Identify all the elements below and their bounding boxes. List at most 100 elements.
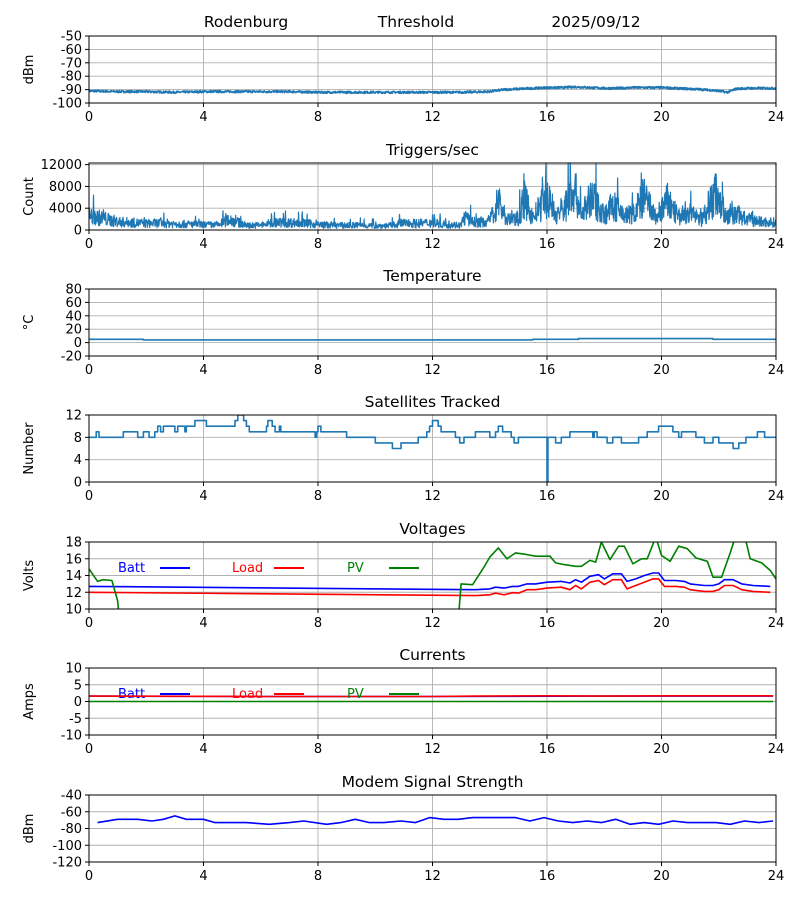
y-tick-label: 20 [65,323,82,338]
x-tick-label: 0 [85,110,93,125]
x-tick-label: 4 [199,616,207,631]
x-tick-label: 24 [768,869,785,884]
x-tick-label: 0 [85,616,93,631]
header-mode: Threshold [377,13,454,31]
y-tick-label: -80 [61,822,82,837]
x-tick-label: 20 [653,110,670,125]
x-tick-label: 4 [199,110,207,125]
y-tick-label: 0 [74,695,82,710]
y-axis-label: Volts [22,560,37,592]
x-tick-label: 0 [85,742,93,757]
x-tick-label: 16 [539,742,556,757]
x-tick-label: 0 [85,237,93,252]
y-tick-label: 14 [65,569,82,584]
x-tick-label: 12 [424,489,441,504]
y-tick-label: -120 [52,856,82,871]
y-tick-label: 12000 [41,158,82,173]
x-tick-label: 16 [539,489,556,504]
y-tick-label: 8000 [49,180,82,195]
x-tick-label: 20 [653,489,670,504]
legend-label-batt: Batt [118,687,145,702]
y-tick-label: 8 [74,431,82,446]
legend-label-load: Load [232,687,263,702]
x-tick-label: 16 [539,110,556,125]
series-line-pv [89,542,776,609]
y-tick-label: -70 [61,56,82,71]
panel-title: Modem Signal Strength [342,773,524,791]
y-tick-label: 18 [65,536,82,551]
y-axis-label: dBm [22,55,37,85]
x-tick-label: 16 [539,616,556,631]
x-tick-label: 12 [424,363,441,378]
x-tick-label: 8 [314,489,322,504]
axes-frame [88,414,777,483]
axes-frame [88,667,777,736]
x-tick-label: 12 [424,869,441,884]
y-tick-label: 10 [65,662,82,677]
y-axis-label: Amps [22,683,37,720]
axes-frame [88,35,777,104]
x-tick-label: 8 [314,742,322,757]
x-tick-label: 4 [199,489,207,504]
y-tick-label: -60 [61,43,82,58]
y-tick-label: -100 [52,839,82,854]
y-tick-label: -60 [61,805,82,820]
y-tick-label: 4000 [49,202,82,217]
x-tick-label: 4 [199,363,207,378]
series-line-batt [89,572,771,591]
panel-title: Triggers/sec [385,141,479,159]
axes-frame [88,162,777,231]
x-tick-label: 8 [314,869,322,884]
y-tick-label: 60 [65,296,82,311]
y-axis-label: dBm [22,814,37,844]
y-tick-label: -80 [61,70,82,85]
y-tick-label: -100 [52,97,82,112]
y-axis-label: Number [22,422,37,475]
y-axis-label: Count [22,177,37,216]
x-tick-label: 8 [314,110,322,125]
x-tick-label: 12 [424,110,441,125]
y-tick-label: -10 [61,729,82,744]
x-tick-label: 4 [199,237,207,252]
legend-label-pv: PV [347,561,364,576]
y-tick-label: 12 [65,586,82,601]
panel-title: Satellites Tracked [365,393,501,411]
y-tick-label: 0 [74,476,82,491]
y-tick-label: 12 [65,409,82,424]
panel-title: Currents [399,646,465,664]
axes-frame [88,794,777,863]
series-line-load [89,578,771,597]
x-tick-label: 24 [768,237,785,252]
panel-title: Voltages [399,520,465,538]
y-tick-label: 0 [74,336,82,351]
x-tick-label: 24 [768,489,785,504]
x-tick-label: 24 [768,742,785,757]
x-tick-label: 12 [424,237,441,252]
x-tick-label: 0 [85,489,93,504]
x-tick-label: 16 [539,237,556,252]
y-tick-label: -20 [61,350,82,365]
x-tick-label: 12 [424,742,441,757]
panel-1: 0 4 8 12 16 20 24 0 4000 8000 12000 Triggers/sec Cou… [22,141,784,252]
x-tick-label: 20 [653,742,670,757]
series-line-signal [89,85,776,95]
x-tick-label: 24 [768,363,785,378]
axes-frame [88,288,777,357]
x-tick-label: 24 [768,110,785,125]
x-tick-label: 4 [199,742,207,757]
y-tick-label: 5 [74,678,82,693]
y-tick-label: 40 [65,309,82,324]
x-tick-label: 20 [653,869,670,884]
x-tick-label: 4 [199,869,207,884]
x-tick-label: 20 [653,363,670,378]
panel-0: 0 4 8 12 16 20 24 -50-60-70-80-90-100 dBm [22,30,784,126]
legend-label-load: Load [232,561,263,576]
x-tick-label: 8 [314,363,322,378]
x-tick-label: 20 [653,616,670,631]
series-line-satellites [89,415,776,482]
x-tick-label: 16 [539,869,556,884]
x-tick-label: 12 [424,616,441,631]
y-tick-label: -50 [61,30,82,45]
